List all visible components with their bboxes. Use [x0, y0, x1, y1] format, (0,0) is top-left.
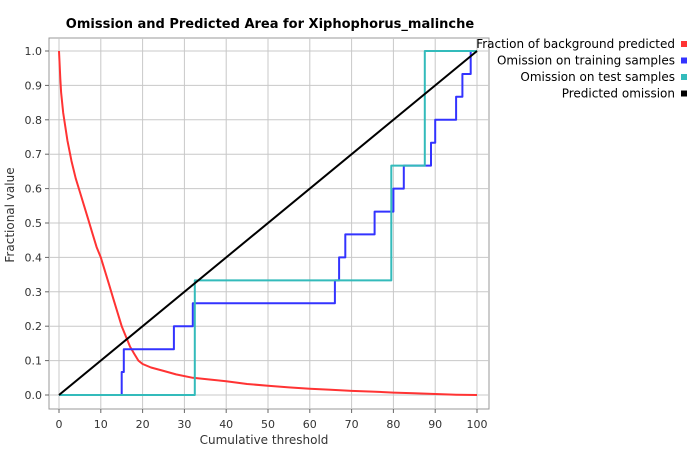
legend-swatch-predicted-omission [681, 90, 687, 97]
series-line-omission-on-test-samples [59, 50, 477, 396]
y-tick-label: 0.6 [25, 183, 43, 196]
legend-label-omission-on-training-samples: Omission on training samples [497, 54, 675, 68]
y-tick-label: 0.9 [25, 79, 43, 92]
x-axis-label: Cumulative threshold [200, 433, 329, 447]
x-tick-label: 20 [136, 418, 150, 431]
y-axis-label: Fractional value [3, 167, 17, 262]
legend-label-omission-on-test-samples: Omission on test samples [520, 70, 675, 84]
series-group [58, 50, 478, 396]
x-tick-label: 0 [56, 418, 63, 431]
x-tick-label: 90 [428, 418, 442, 431]
x-tick-label: 50 [261, 418, 275, 431]
x-tick-label: 80 [386, 418, 400, 431]
series-line-predicted-omission [58, 50, 478, 396]
x-tick-label: 100 [467, 418, 488, 431]
ticks: 0 10 20 30 40 50 60 70 80 90 100 0.0 0.1 0.2 0.3 0.4 0.5… [25, 45, 488, 431]
series-line-omission-on-training-samples [59, 50, 477, 396]
x-tick-label: 60 [303, 418, 317, 431]
y-tick-label: 0.3 [25, 286, 43, 299]
y-tick-label: 0.0 [25, 389, 43, 402]
legend-swatch-omission-on-training-samples [681, 57, 687, 64]
chart-title: Omission and Predicted Area for Xiphopho… [66, 17, 475, 32]
legend-label-predicted-omission: Predicted omission [562, 87, 675, 101]
x-tick-label: 40 [219, 418, 233, 431]
legend-label-fraction-of-background-predicted: Fraction of background predicted [476, 37, 675, 51]
x-tick-label: 30 [177, 418, 191, 431]
y-tick-label: 0.8 [25, 114, 43, 127]
y-tick-label: 1.0 [25, 45, 43, 58]
series-line-fraction-of-background-predicted [58, 50, 478, 396]
x-tick-label: 70 [345, 418, 359, 431]
y-tick-label: 0.5 [25, 217, 43, 230]
y-tick-label: 0.2 [25, 320, 43, 333]
y-tick-label: 0.1 [25, 355, 43, 368]
legend: Fraction of background predicted Omission… [476, 37, 687, 101]
x-tick-label: 10 [94, 418, 108, 431]
legend-swatch-fraction-of-background-predicted [681, 41, 687, 47]
legend-swatch-omission-on-test-samples [681, 74, 687, 80]
y-tick-label: 0.4 [25, 251, 43, 264]
y-tick-label: 0.7 [25, 148, 43, 161]
